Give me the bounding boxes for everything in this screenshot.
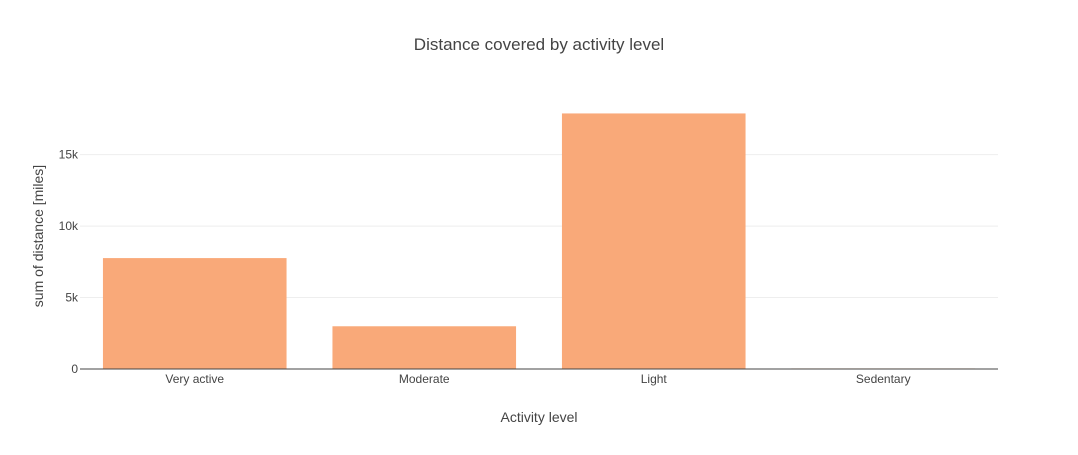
bar-very-active[interactable] <box>102 258 287 369</box>
y-tick-label: 0 <box>71 362 78 376</box>
y-axis-title: sum of distance [miles] <box>30 165 46 307</box>
y-tick-label: 10k <box>59 219 79 233</box>
bars <box>102 113 976 370</box>
x-axis-title: Activity level <box>500 409 577 425</box>
y-tick-label: 5k <box>65 291 79 305</box>
x-tick-label: Sedentary <box>856 372 911 386</box>
bar-moderate[interactable] <box>332 326 517 369</box>
x-tick-label: Light <box>641 372 668 386</box>
y-tick-labels: 0 5k 10k 15k <box>59 148 79 376</box>
x-tick-label: Very active <box>165 372 224 386</box>
bar-light[interactable] <box>561 113 746 370</box>
y-tick-label: 15k <box>59 148 79 162</box>
chart-title: Distance covered by activity level <box>414 35 664 54</box>
x-tick-label: Moderate <box>399 372 450 386</box>
x-tick-labels: Very active Moderate Light Sedentary <box>165 372 910 386</box>
